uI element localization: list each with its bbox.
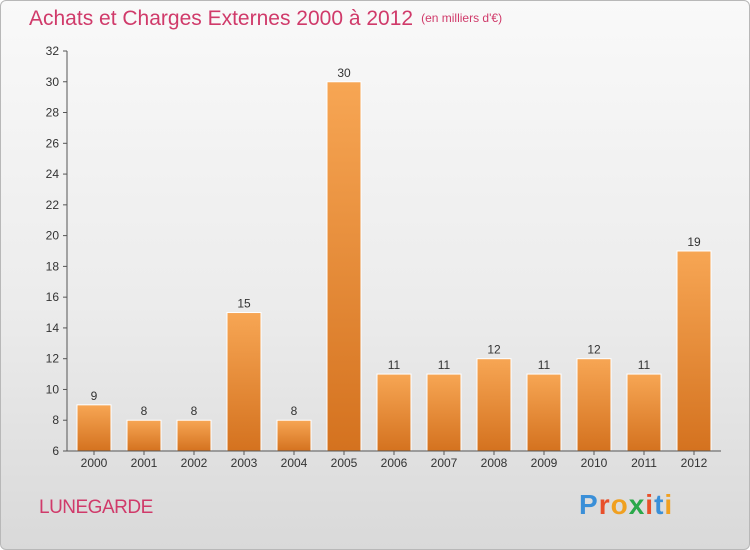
y-tick-label: 16 (46, 290, 60, 304)
logo-letter: x (628, 489, 646, 520)
bar-2010 (576, 358, 612, 452)
proxiti-logo: Proxiti (579, 489, 673, 521)
bar-value-label: 11 (438, 358, 451, 372)
x-tick-label: 2007 (431, 456, 458, 470)
y-tick-label: 24 (46, 167, 60, 181)
bars: 9 8 8 15 8 30 11 11 12 11 12 11 19 (76, 66, 712, 452)
y-tick-label: 30 (46, 75, 60, 89)
bar-value-label: 15 (237, 297, 251, 311)
bar-2006 (376, 373, 412, 452)
bar-value-label: 8 (141, 404, 148, 418)
bar-2011 (626, 373, 662, 452)
chart-title-text: Achats et Charges Externes 2000 à 2012 (29, 7, 414, 30)
bar-2005 (326, 81, 362, 452)
bar-value-label: 19 (687, 235, 701, 249)
x-tick-label: 2011 (631, 456, 657, 470)
y-tick-label: 32 (46, 44, 60, 58)
y-tick-label: 12 (46, 352, 60, 366)
bar-2001 (126, 419, 162, 452)
y-tick-label: 28 (46, 106, 60, 120)
x-tick-label: 2001 (131, 456, 158, 470)
x-tick-label: 2010 (581, 456, 608, 470)
logo-letter: t (654, 489, 665, 520)
bar-2002 (176, 419, 212, 452)
x-tick-label: 2004 (281, 456, 308, 470)
bar-value-label: 11 (388, 358, 401, 372)
y-tick-label: 26 (46, 136, 60, 150)
bar-value-label: 12 (487, 343, 501, 357)
bar-2004 (276, 419, 312, 452)
bar-value-label: 11 (538, 358, 551, 372)
x-axis: 2000 2001 2002 2003 2004 2005 2006 2007 2008 2009… (67, 450, 721, 470)
logo-letter: P (579, 489, 599, 520)
bar-value-label: 30 (337, 66, 351, 80)
y-tick-label: 8 (52, 413, 59, 427)
chart-unit: (en milliers d'€) (421, 11, 503, 25)
x-tick-label: 2006 (381, 456, 408, 470)
bar-value-label: 8 (191, 404, 198, 418)
y-tick-label: 18 (46, 259, 60, 273)
bar-2003 (226, 312, 262, 452)
x-tick-label: 2012 (681, 456, 708, 470)
bar-2008 (476, 358, 512, 452)
bar-2012 (676, 250, 712, 452)
logo-letter: o (610, 489, 629, 520)
x-tick-label: 2009 (531, 456, 558, 470)
logo-letter: r (598, 489, 611, 520)
bar-2000 (76, 404, 112, 452)
y-axis: 6 8 10 12 14 16 18 20 22 24 26 28 30 32 (46, 44, 68, 458)
x-tick-label: 2003 (231, 456, 258, 470)
x-tick-label: 2005 (331, 456, 358, 470)
y-tick-label: 10 (46, 382, 60, 396)
logo-letter: i (664, 489, 674, 520)
x-tick-label: 2002 (181, 456, 208, 470)
bar-value-label: 11 (638, 358, 651, 372)
x-tick-label: 2000 (81, 456, 108, 470)
commune-name: LUNEGARDE (39, 497, 153, 518)
logo-letter: i (645, 489, 655, 520)
y-tick-label: 14 (46, 321, 60, 335)
bar-value-label: 8 (291, 404, 298, 418)
chart-title: Achats et Charges Externes 2000 à 2012 (e… (29, 7, 502, 31)
bar-2009 (526, 373, 562, 452)
x-tick-label: 2008 (481, 456, 508, 470)
y-tick-label: 20 (46, 229, 60, 243)
bar-value-label: 9 (91, 389, 98, 403)
y-tick-label: 6 (52, 444, 59, 458)
y-tick-label: 22 (46, 198, 60, 212)
bar-2007 (426, 373, 462, 452)
bar-value-label: 12 (587, 343, 601, 357)
